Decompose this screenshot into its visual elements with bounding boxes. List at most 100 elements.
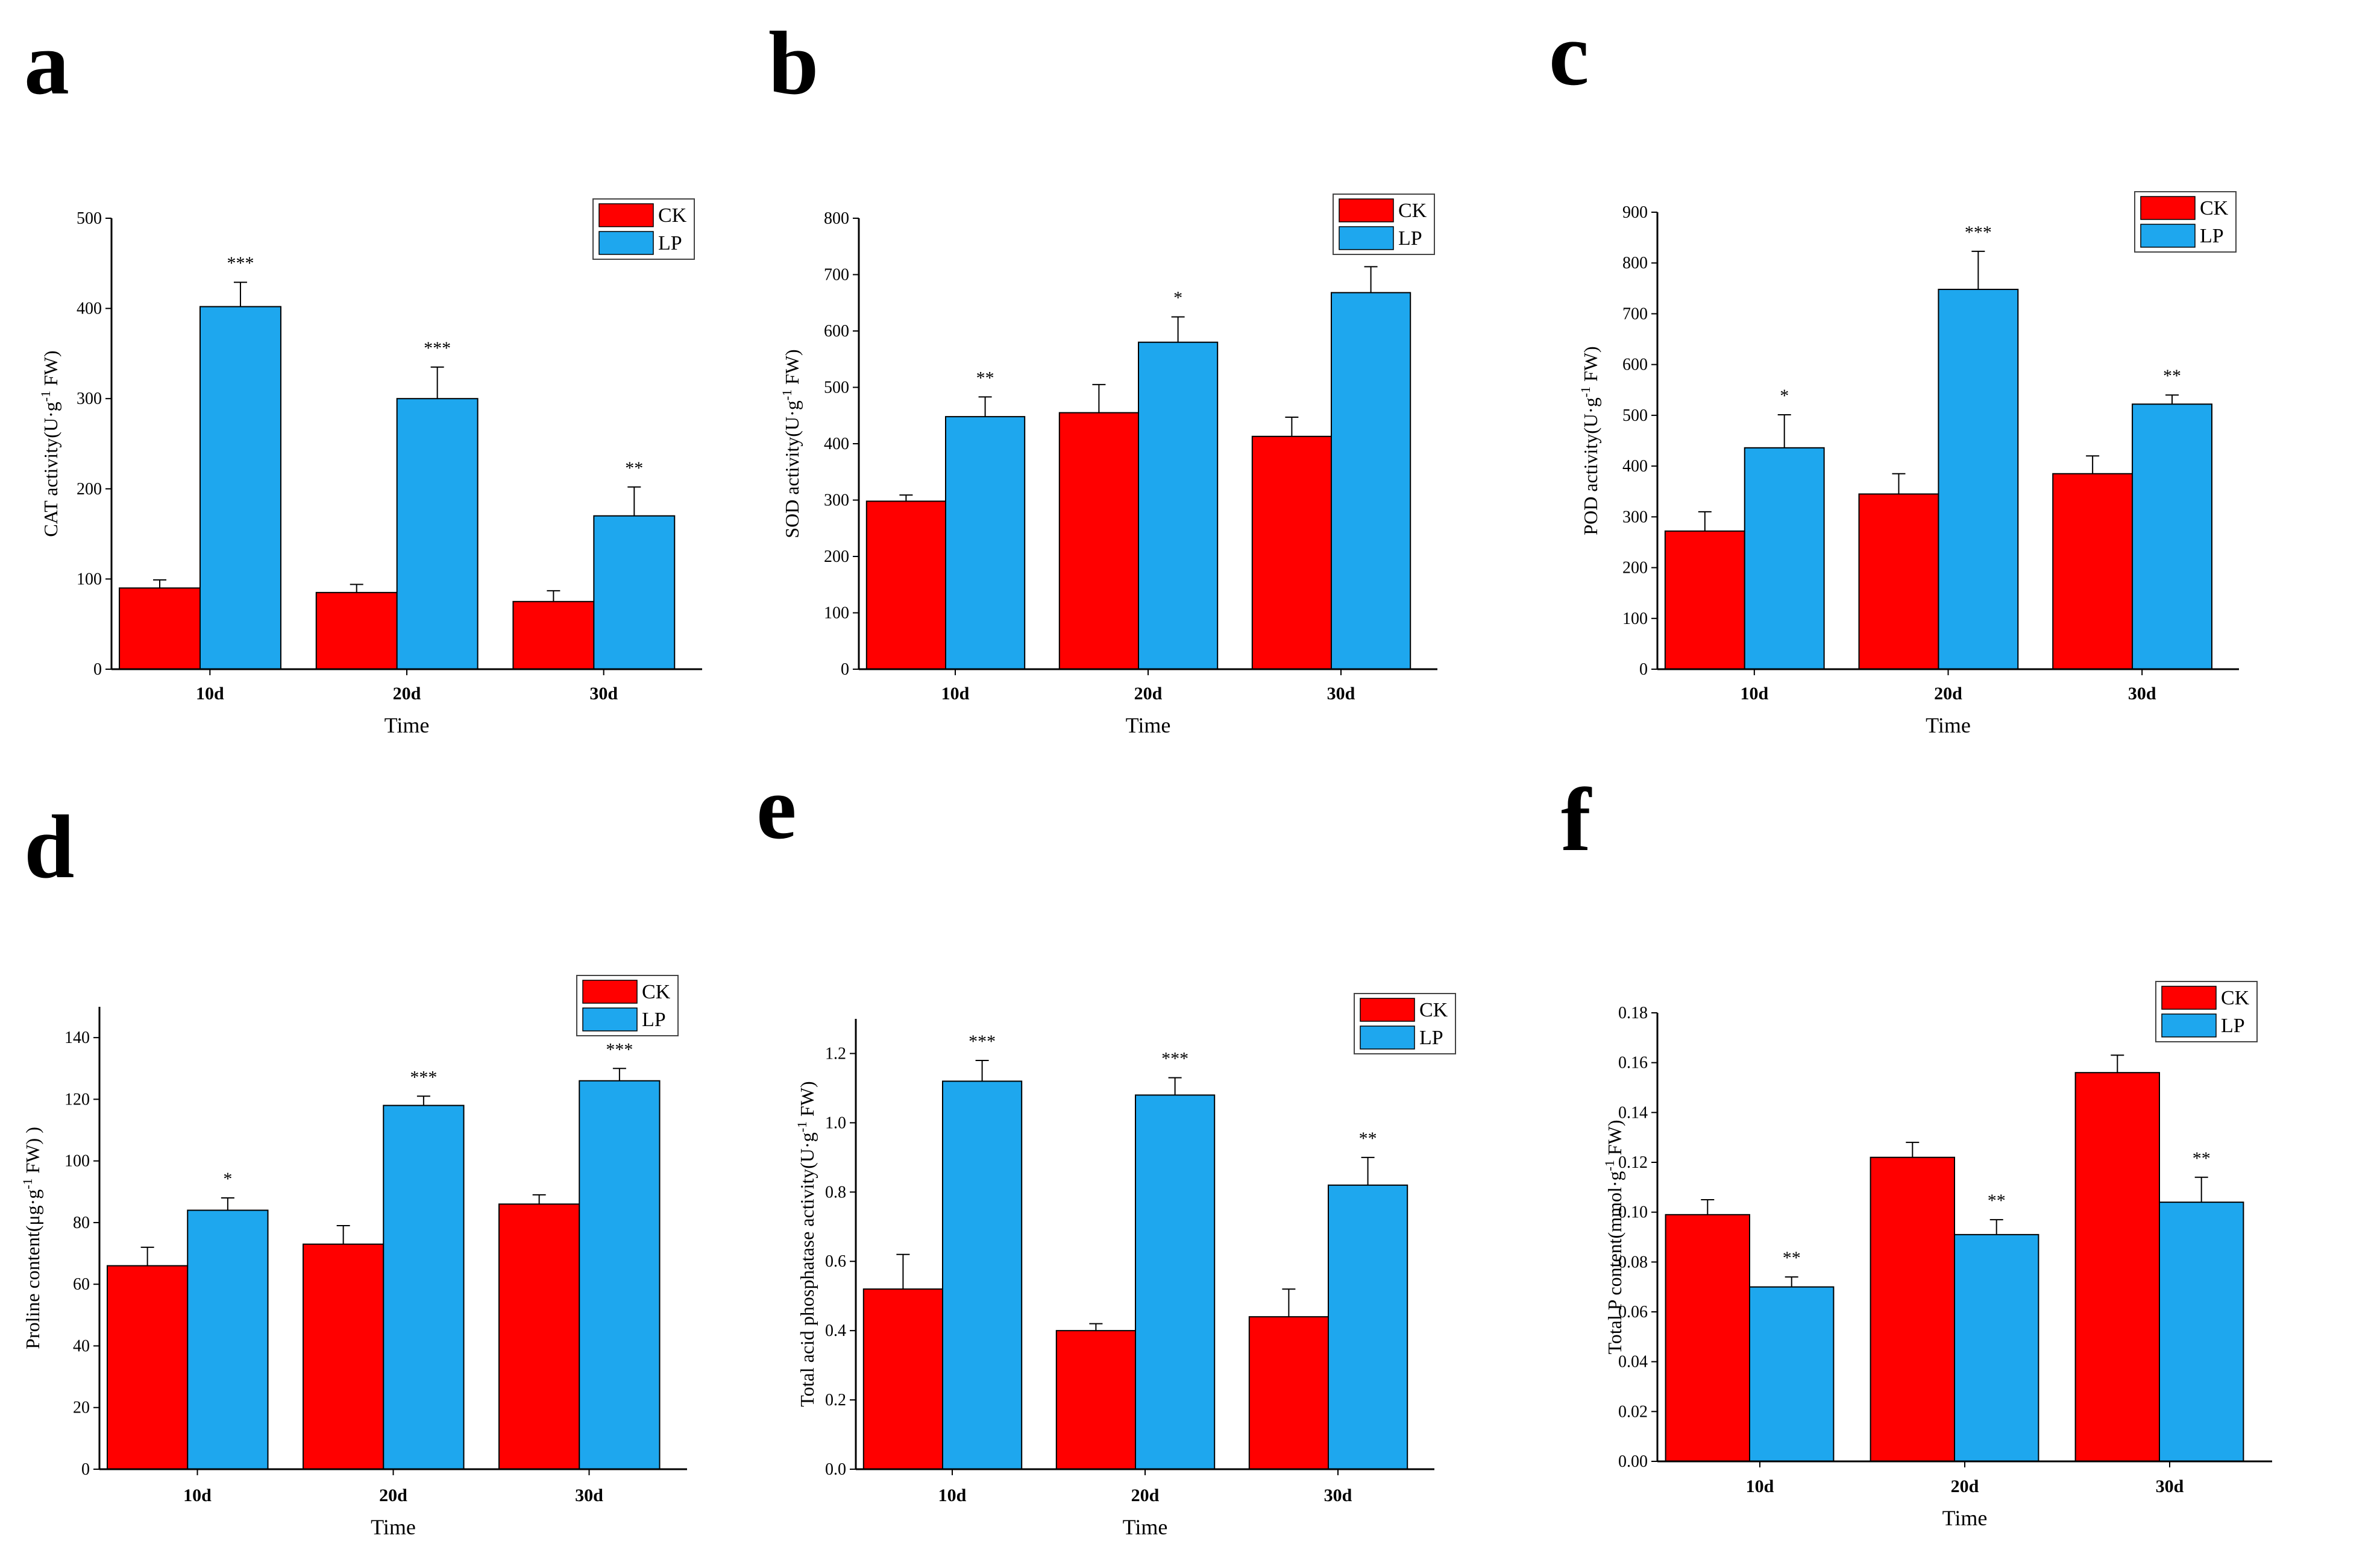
panel-d-legend-swatch-lp: [582, 1007, 638, 1032]
panel-b-bar-ck-20d: [1058, 412, 1140, 670]
panel-a-legend-label-lp: LP: [658, 232, 682, 254]
panel-c-bar-ck-20d: [1858, 493, 1939, 670]
panel-d-ytick-label: 120: [64, 1090, 90, 1109]
panel-f-xtick-label: 10d: [1746, 1476, 1774, 1496]
panel-d-ytick-label: 100: [64, 1152, 90, 1171]
panel-f-legend-label-ck: CK: [2221, 987, 2250, 1009]
panel-d-bar-ck-30d: [498, 1203, 580, 1470]
panel-c-bar-lp-20d: [1938, 289, 2019, 670]
panel-b-bar-ck-10d: [865, 500, 947, 670]
panel-a-bar-ck-30d: [512, 600, 595, 670]
panel-b-legend-swatch-lp: [1339, 226, 1394, 250]
panel-e-xtick-label: 10d: [938, 1485, 967, 1505]
panel-f-xtick-label: 20d: [1951, 1476, 1979, 1496]
panel-c-xtick-label: 20d: [1934, 684, 1962, 704]
panel-f-legend-label-lp: LP: [2221, 1015, 2245, 1037]
panel-c-significance-20d: ***: [1965, 222, 1992, 242]
panel-f-legend-swatch-ck: [2161, 986, 2217, 1010]
panel-a-significance-30d: **: [625, 458, 643, 478]
panel-f-ytick-label: 0.16: [1618, 1054, 1648, 1073]
panel-f-ytick-label: 0.10: [1618, 1203, 1648, 1222]
panel-d-significance-20d: ***: [410, 1067, 437, 1087]
panel-e-ytick-label: 0.6: [825, 1252, 846, 1271]
panel-f-bar-lp-20d: [1954, 1233, 2039, 1463]
panel-e-xtick-label: 30d: [1324, 1485, 1352, 1505]
panel-b-letter: b: [768, 13, 818, 113]
panel-c-bar-ck-30d: [2052, 473, 2134, 670]
panel-a-xlabel: Time: [385, 713, 430, 737]
panel-d-xlabel: Time: [371, 1515, 416, 1539]
panel-c-ylabel: POD activity(U·g-1 FW): [1578, 346, 1601, 535]
panel-f-ylabel: Total P content(mmol·g-1 FW): [1602, 1120, 1625, 1354]
panel-d-letter: d: [24, 797, 74, 897]
panel-a-bar-ck-10d: [119, 587, 201, 670]
panel-d-xtick-label: 10d: [183, 1485, 212, 1505]
panel-d-ylabel: Proline content(μg·g-1 FW) ): [20, 1127, 43, 1349]
panel-b-xtick-label: 10d: [941, 684, 970, 704]
panel-b-ylabel: SOD activity(U·g-1 FW): [779, 349, 803, 538]
panel-a-ytick-label: 200: [77, 480, 102, 499]
panel-a-xtick-label: 20d: [393, 684, 421, 704]
panel-b-ytick-label: 200: [824, 547, 849, 566]
panel-d-bar-lp-10d: [187, 1209, 269, 1470]
panel-a-legend-swatch-ck: [598, 203, 654, 227]
panel-e-bar-lp-10d: [942, 1080, 1023, 1470]
panel-f-xlabel: Time: [1942, 1506, 1988, 1530]
panel-c-xtick-label: 30d: [2128, 684, 2156, 704]
panel-e-ytick-label: 1.2: [825, 1044, 846, 1063]
panel-f-ytick-label: 0.14: [1618, 1103, 1648, 1122]
panel-a-legend-swatch-lp: [598, 231, 654, 255]
panel-b-xlabel: Time: [1126, 713, 1171, 737]
panel-d-bar-ck-20d: [303, 1243, 385, 1470]
panel-e-legend-label-lp: LP: [1419, 1027, 1443, 1049]
panel-f-ytick-label: 0.00: [1618, 1452, 1648, 1471]
panel-d-ytick-label: 80: [73, 1214, 90, 1232]
panel-b-significance-10d: **: [976, 368, 994, 388]
panel-b-ytick-label: 0: [841, 660, 849, 679]
panel-a-bar-lp-30d: [593, 515, 676, 670]
panel-d-significance-30d: ***: [606, 1039, 633, 1059]
panel-b-ytick-label: 300: [824, 491, 849, 510]
panel-a-bar-lp-10d: [199, 306, 281, 670]
panel-d-significance-10d: *: [223, 1169, 232, 1189]
panel-d-legend-swatch-ck: [582, 980, 638, 1004]
panel-f-legend-swatch-lp: [2161, 1013, 2217, 1038]
panel-b-ytick-label: 100: [824, 604, 849, 623]
panel-d-legend-label-lp: LP: [642, 1009, 666, 1031]
panel-b-significance-20d: *: [1173, 288, 1182, 308]
panel-c-legend-swatch-lp: [2140, 224, 2196, 248]
panel-f-bar-ck-10d: [1665, 1214, 1751, 1463]
panel-a-significance-10d: ***: [227, 253, 254, 273]
panel-b-bar-lp-30d: [1331, 292, 1411, 670]
panel-a-legend-label-ck: CK: [658, 204, 687, 227]
panel-a-xtick-label: 10d: [196, 684, 224, 704]
panel-f-ytick-label: 0.02: [1618, 1402, 1648, 1421]
panel-d-legend-label-ck: CK: [642, 981, 671, 1003]
panel-e-legend-label-ck: CK: [1419, 999, 1448, 1021]
panel-c-bar-ck-10d: [1664, 530, 1745, 670]
panel-a-ytick-label: 400: [77, 300, 102, 318]
panel-a-significance-20d: ***: [424, 338, 451, 358]
panel-e-ytick-label: 0.2: [825, 1391, 846, 1410]
panel-d-bar-lp-20d: [383, 1104, 465, 1470]
panel-b-legend-label-ck: CK: [1398, 200, 1427, 222]
panel-f-ytick-label: 0.04: [1618, 1353, 1648, 1372]
panel-f-ytick-label: 0.18: [1618, 1004, 1648, 1022]
panel-c-ytick-label: 0: [1639, 660, 1648, 679]
panel-b-bar-lp-10d: [945, 416, 1026, 670]
panel-f-xtick-label: 30d: [2156, 1476, 2184, 1496]
panel-c-ytick-label: 200: [1622, 559, 1648, 578]
panel-d-bar-ck-10d: [107, 1265, 189, 1470]
panel-e-ytick-label: 1.0: [825, 1114, 846, 1132]
panel-d-ytick-label: 140: [64, 1029, 90, 1047]
panel-e-xlabel: Time: [1123, 1515, 1168, 1539]
panel-b-ytick-label: 800: [824, 209, 849, 228]
panel-e-bar-lp-20d: [1135, 1094, 1216, 1470]
panel-b-ytick-label: 700: [824, 266, 849, 285]
panel-a-xtick-label: 30d: [589, 684, 618, 704]
panel-c-legend-swatch-ck: [2140, 196, 2196, 220]
panel-e-ytick-label: 0.0: [825, 1460, 846, 1479]
panel-c-ytick-label: 300: [1622, 508, 1648, 526]
panel-c-significance-10d: *: [1780, 386, 1789, 406]
